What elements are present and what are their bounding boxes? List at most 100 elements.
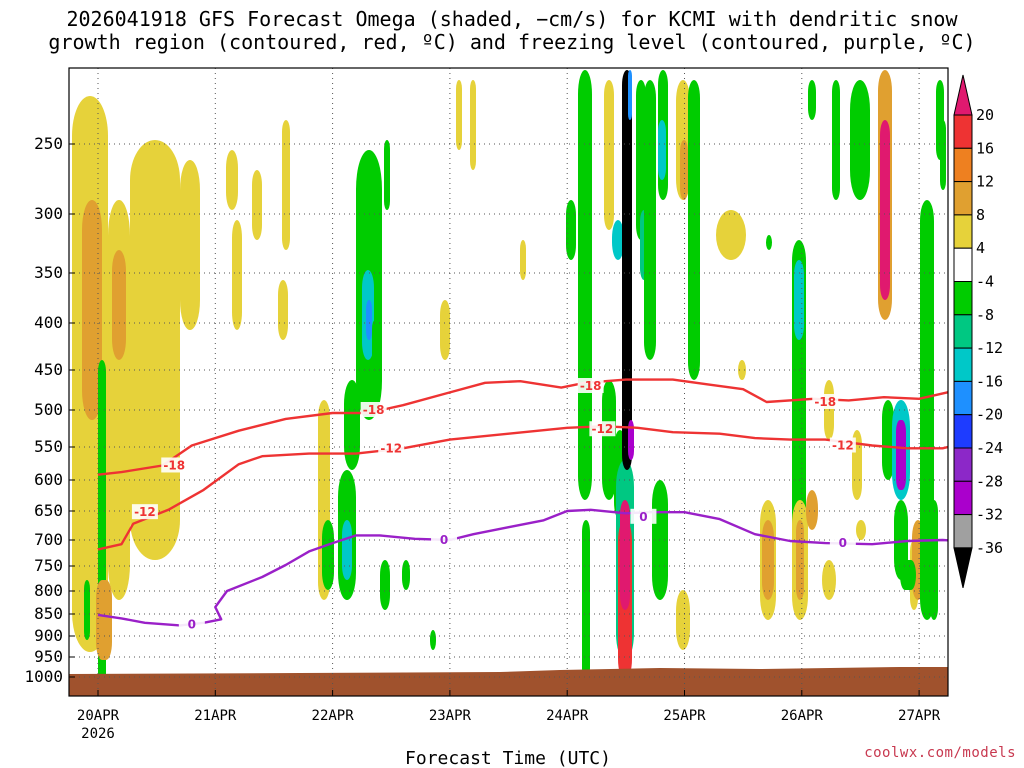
omega-shade-cell — [762, 520, 774, 600]
omega-shade-cell — [882, 400, 894, 480]
chart-title-line1: 2026041918 GFS Forecast Omega (shaded, −… — [66, 7, 958, 31]
colorbar-label: -32 — [976, 506, 1003, 524]
omega-shade-cell — [226, 150, 238, 210]
omega-shade-cell — [520, 240, 526, 280]
omega-shade-cell — [794, 260, 804, 340]
omega-shade-cell — [930, 500, 938, 620]
colorbar-bin — [953, 147, 973, 183]
x-tick-label: 25APR — [663, 708, 706, 724]
omega-shade-cell — [688, 80, 700, 380]
omega-shade-cell — [880, 120, 890, 300]
omega-shade-cell — [602, 380, 616, 500]
x-tick-label: 20APR — [77, 708, 120, 724]
x-axis-label: Forecast Time (UTC) — [405, 748, 611, 768]
colorbar-label: -20 — [976, 406, 1003, 424]
contour-label-bg — [431, 532, 458, 547]
y-tick-label: 350 — [34, 263, 63, 282]
omega-shade-cell — [806, 490, 818, 530]
y-axis-ticks: 250 300 350 400 450 500 550 600 650 700 750 800 850 9… — [24, 134, 75, 686]
y-tick-label: 700 — [34, 530, 63, 549]
colorbar-label: 12 — [976, 173, 994, 191]
colorbar-bin — [953, 314, 973, 349]
omega-shade-cell — [628, 70, 632, 120]
colorbar-label: -8 — [976, 306, 994, 324]
credit-text: coolwx.com/models — [864, 745, 1016, 761]
omega-shade-cell — [252, 170, 262, 240]
colorbar-label: 8 — [976, 206, 985, 224]
contour-label-bg — [131, 504, 158, 520]
omega-shade-cell — [896, 420, 906, 490]
omega-shade-cell — [282, 120, 290, 250]
contour-label-bg — [589, 421, 616, 437]
contour-label: 0 — [440, 533, 448, 547]
omega-shade-cell — [644, 80, 656, 360]
y-tick-label: 500 — [34, 400, 63, 419]
omega-shade-cell — [808, 80, 816, 120]
omega-shade-cell — [636, 80, 646, 240]
omega-shade-cell — [658, 120, 666, 180]
contour-label: 0 — [188, 618, 196, 632]
omega-shade-cell — [940, 120, 946, 190]
omega-shade-cell — [342, 520, 352, 580]
contour-label: 0 — [839, 536, 847, 550]
colorbar-bin — [953, 114, 973, 149]
x-tick-label: 23APR — [429, 708, 472, 724]
y-tick-label: 900 — [34, 626, 63, 645]
contour-label-bg — [360, 402, 387, 417]
colorbar-bin — [953, 447, 973, 482]
colorbar-label: -16 — [976, 372, 1003, 390]
colorbar-bin — [953, 281, 973, 316]
colorbar-label: 20 — [976, 106, 994, 124]
omega-shade-cell — [850, 80, 870, 200]
colorbar: 20 16 12 8 4 -4 -8 -12 -16 -20 -24 -28 -32 -36 — [953, 74, 1003, 589]
omega-shade-cell — [676, 590, 690, 650]
y-tick-label: 400 — [34, 313, 63, 332]
colorbar-label: -24 — [976, 439, 1003, 457]
omega-shade-cell — [470, 80, 476, 170]
omega-shade-cell — [612, 220, 624, 260]
contour-label-bg — [829, 535, 856, 551]
x-tick-label: 24APR — [546, 708, 589, 724]
contour-label-bg — [161, 457, 188, 473]
omega-shade-cell — [738, 360, 746, 380]
colorbar-bin — [953, 181, 973, 216]
omega-shade-cell — [84, 580, 90, 640]
contour-label: -12 — [134, 505, 156, 519]
omega-shade-cell — [112, 250, 126, 360]
omega-shade-cell — [82, 200, 102, 420]
terrain-area — [69, 667, 948, 696]
omega-shade-cell — [380, 560, 390, 610]
omega-shade-cell — [566, 200, 576, 260]
y-tick-label: 950 — [34, 647, 63, 666]
colorbar-bin — [953, 380, 973, 416]
omega-shade-cell — [430, 630, 436, 650]
y-tick-label: 850 — [34, 604, 63, 623]
omega-shade-cell — [96, 580, 112, 660]
contour-label: -12 — [380, 441, 402, 455]
omega-shade-cell — [604, 80, 614, 230]
omega-shade-cell — [832, 80, 840, 200]
y-tick-label: 450 — [34, 360, 63, 379]
omega-shade-cell — [796, 520, 804, 600]
colorbar-label: -12 — [976, 339, 1003, 357]
omega-shade-cell — [384, 140, 390, 210]
omega-shade-cell — [628, 420, 634, 460]
omega-shade-cell — [232, 220, 242, 330]
colorbar-top-arrow — [953, 74, 973, 116]
colorbar-bottom-arrow — [953, 547, 973, 589]
omega-shade-cell — [622, 70, 632, 470]
contour-label-bg — [630, 508, 657, 524]
omega-shade-cell — [620, 500, 630, 610]
colorbar-bin — [953, 214, 973, 249]
x-tick-label: 22APR — [312, 708, 355, 724]
contour-label-bg — [577, 378, 604, 393]
omega-shade-cell — [856, 520, 866, 540]
colorbar-label: 4 — [976, 239, 985, 257]
contour-label-bg — [178, 616, 205, 632]
colorbar-label: -4 — [976, 273, 994, 291]
colorbar-bin — [953, 480, 973, 516]
omega-shade-cell — [822, 560, 836, 600]
omega-shade-cell — [366, 300, 372, 340]
omega-shade-cell — [894, 500, 908, 580]
